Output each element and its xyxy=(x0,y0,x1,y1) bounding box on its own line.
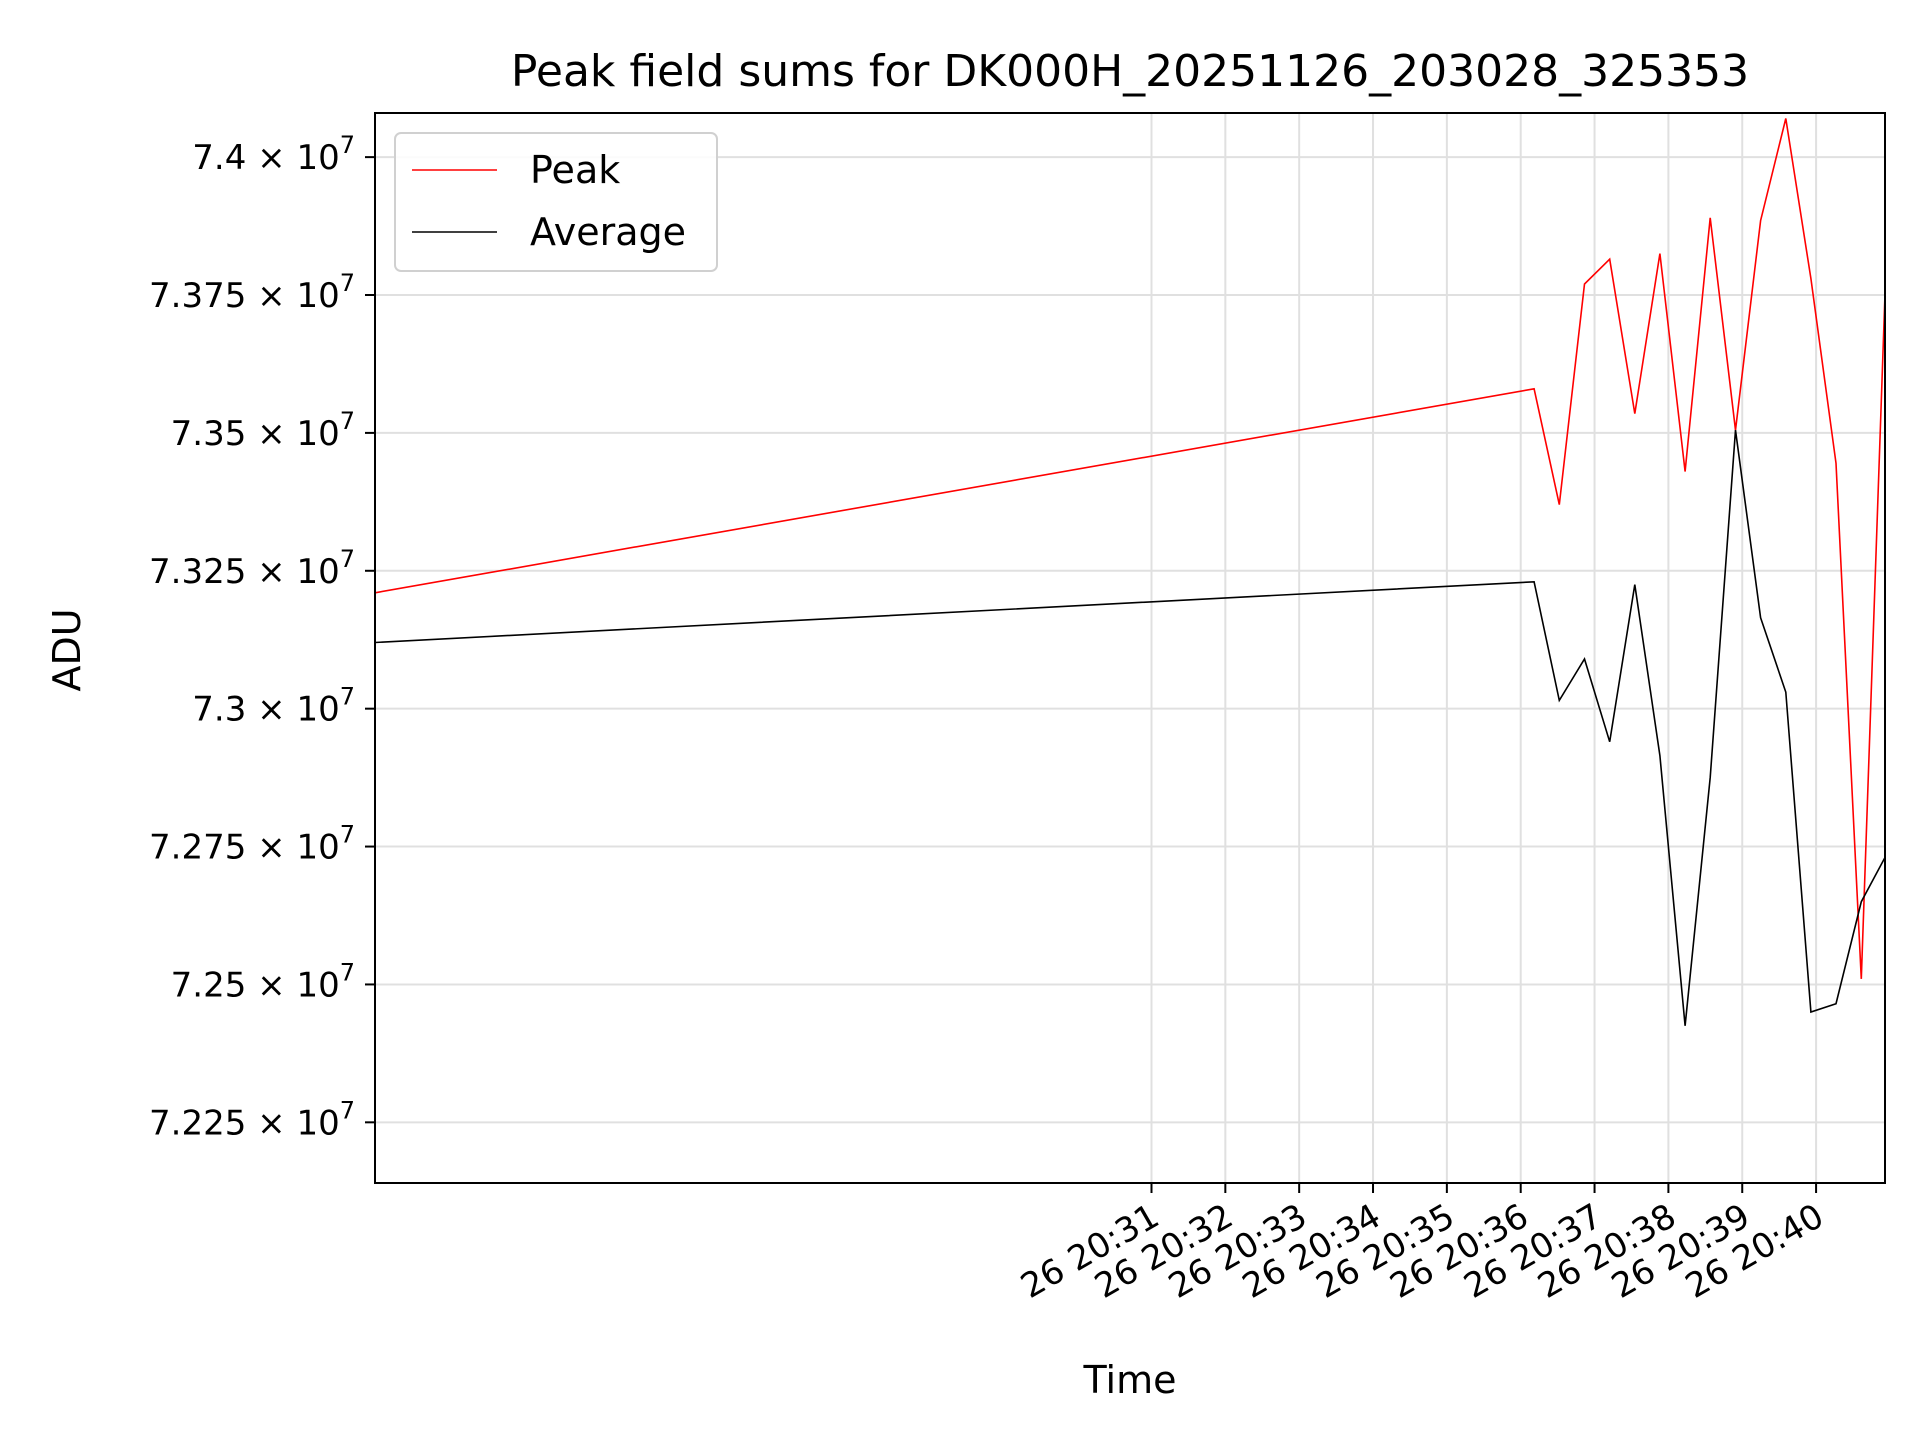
grid xyxy=(375,113,1885,1183)
y-tick-suffix: × 10 xyxy=(257,414,340,454)
y-tick-mantissa: 7.4 xyxy=(192,138,257,178)
plot-frame xyxy=(374,112,1886,1184)
y-tick-mantissa: 7.375 xyxy=(149,276,257,316)
y-tick-label: 7.25 × 107 xyxy=(171,958,355,1005)
y-tick-suffix: × 10 xyxy=(257,138,340,178)
y-tick-mantissa: 7.3 xyxy=(192,690,257,730)
plot-lines xyxy=(375,118,1885,1026)
y-axis-label: ADU xyxy=(45,608,89,691)
legend-label-average: Average xyxy=(530,210,686,254)
y-tick-suffix: × 10 xyxy=(257,965,340,1005)
y-tick-exponent: 7 xyxy=(340,545,355,573)
y-tick-mantissa: 7.25 xyxy=(171,965,258,1005)
y-tick-exponent: 7 xyxy=(340,407,355,435)
y-tick-exponent: 7 xyxy=(340,1096,355,1124)
legend-label-peak: Peak xyxy=(530,148,620,192)
y-tick-label: 7.275 × 107 xyxy=(149,821,355,868)
y-tick-suffix: × 10 xyxy=(257,552,340,592)
y-tick-suffix: × 10 xyxy=(257,828,340,868)
y-tick-exponent: 7 xyxy=(340,958,355,986)
series-line-peak xyxy=(375,118,1885,979)
y-tick-label: 7.4 × 107 xyxy=(192,131,355,178)
y-tick-suffix: × 10 xyxy=(257,690,340,730)
legend: Peak Average xyxy=(394,132,718,272)
series-line-average xyxy=(375,429,1885,1026)
y-tick-label: 7.325 × 107 xyxy=(149,545,355,592)
chart-title: Peak field sums for DK000H_20251126_2030… xyxy=(511,46,1749,97)
y-tick-exponent: 7 xyxy=(340,269,355,297)
y-tick-suffix: × 10 xyxy=(257,276,340,316)
y-tick-label: 7.3 × 107 xyxy=(192,683,355,730)
x-axis-label: Time xyxy=(1083,1358,1177,1402)
y-tick-suffix: × 10 xyxy=(257,1103,340,1143)
y-tick-mantissa: 7.275 xyxy=(149,828,257,868)
y-tick-label: 7.225 × 107 xyxy=(149,1096,355,1143)
y-tick-exponent: 7 xyxy=(340,131,355,159)
y-tick-mantissa: 7.225 xyxy=(149,1103,257,1143)
y-tick-mantissa: 7.325 xyxy=(149,552,257,592)
y-tick-label: 7.35 × 107 xyxy=(171,407,355,454)
y-tick-mantissa: 7.35 xyxy=(171,414,258,454)
legend-box xyxy=(394,132,718,272)
y-tick-exponent: 7 xyxy=(340,683,355,711)
y-tick-exponent: 7 xyxy=(340,821,355,849)
y-tick-label: 7.375 × 107 xyxy=(149,269,355,316)
